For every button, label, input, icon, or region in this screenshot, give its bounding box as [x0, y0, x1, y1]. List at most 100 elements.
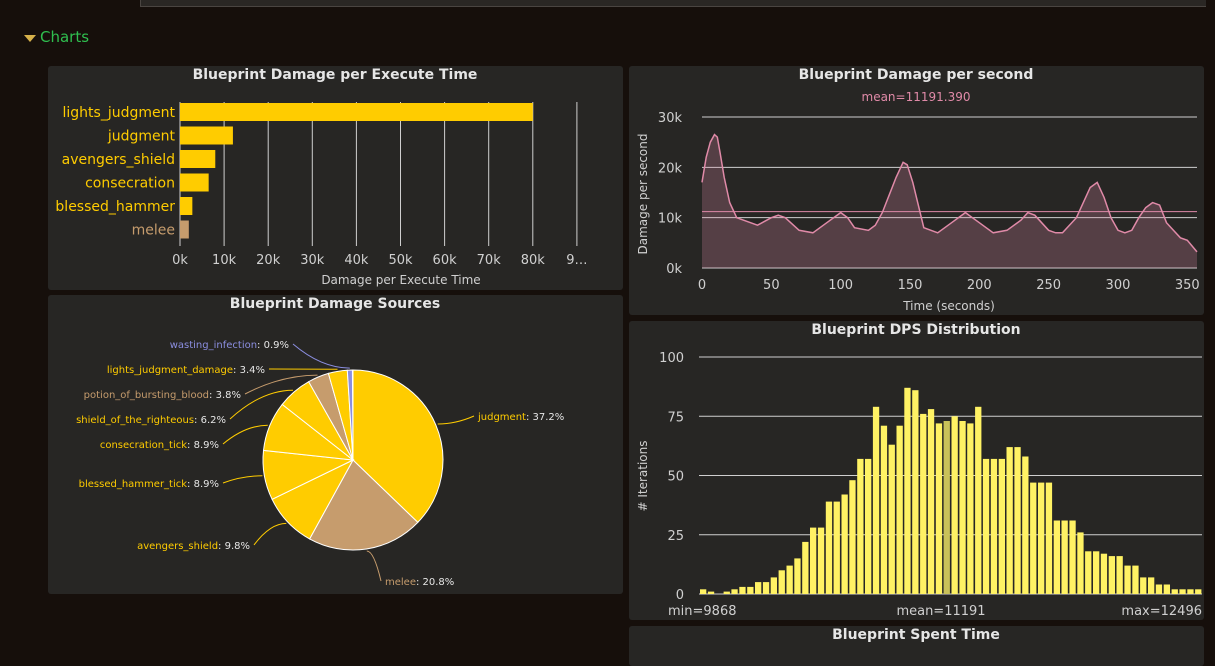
hist-bar	[755, 582, 761, 594]
series-area	[702, 135, 1197, 268]
chart-title: Blueprint Damage per Execute Time	[193, 67, 478, 83]
hist-bar	[787, 566, 793, 594]
pie-label: consecration_tick: 8.9%	[100, 440, 219, 451]
hist-bar	[1007, 447, 1013, 594]
x-tick-label: 200	[967, 278, 992, 293]
hist-bar	[952, 416, 958, 594]
hist-bar	[1101, 554, 1107, 594]
y-tick-label: 25	[667, 529, 684, 544]
pie-label: lights_judgment_damage: 3.4%	[107, 365, 265, 376]
hist-bar	[959, 421, 965, 594]
hist-bar	[1030, 483, 1036, 594]
x-tick-label: 10k	[212, 253, 237, 268]
hist-bar	[810, 528, 816, 594]
hist-bar	[999, 459, 1005, 594]
pie-leader-line	[223, 425, 268, 444]
top-input-field[interactable]	[140, 0, 1206, 7]
pie-leader-line	[293, 344, 350, 368]
hist-bar	[1117, 556, 1123, 594]
hist-bar	[849, 480, 855, 594]
x-tick-label: 350	[1175, 278, 1200, 293]
hist-bar	[1069, 521, 1075, 595]
x-tick-label: 9…	[566, 253, 587, 268]
hist-bar	[731, 589, 737, 594]
bar-judgment	[180, 127, 233, 145]
chart-title: Blueprint Damage Sources	[230, 296, 440, 312]
max-label: max=12496	[1121, 604, 1202, 619]
hist-bar	[1124, 566, 1130, 594]
y-tick-label: 0	[676, 588, 684, 603]
hist-bar	[1046, 483, 1052, 594]
hist-bar	[889, 445, 895, 594]
hist-bar	[1022, 457, 1028, 595]
hist-bar	[1140, 577, 1146, 594]
hist-bar	[1093, 551, 1099, 594]
bar-label: lights_judgment	[63, 105, 176, 121]
chart-title: Blueprint DPS Distribution	[811, 322, 1020, 338]
pie-leader-line	[438, 416, 474, 424]
hist-bar	[779, 570, 785, 594]
hist-bar	[1132, 566, 1138, 594]
pie-label: wasting_infection: 0.9%	[170, 340, 289, 351]
hist-bar	[944, 421, 950, 594]
hist-bar	[700, 589, 706, 594]
x-tick-label: 250	[1036, 278, 1061, 293]
x-tick-label: 40k	[344, 253, 369, 268]
hist-bar	[818, 528, 824, 594]
hist-bar	[928, 409, 934, 594]
x-tick-label: 0k	[172, 253, 188, 268]
x-tick-label: 80k	[521, 253, 546, 268]
hist-bar	[936, 423, 942, 594]
bar-label: consecration	[85, 176, 175, 192]
x-tick-label: 70k	[477, 253, 502, 268]
charts-section-toggle[interactable]: Charts	[24, 27, 89, 47]
x-tick-label: 50	[763, 278, 780, 293]
hist-bar	[912, 390, 918, 594]
pie-label: avengers_shield: 9.8%	[137, 541, 250, 552]
bar-label: avengers_shield	[62, 152, 175, 168]
pie-label: melee: 20.8%	[385, 577, 454, 588]
y-tick-label: 0k	[666, 262, 682, 277]
chart-spent-time: Blueprint Spent Time	[629, 626, 1204, 660]
hist-bar	[763, 582, 769, 594]
hist-bar	[1085, 551, 1091, 594]
x-tick-label: 50k	[388, 253, 413, 268]
hist-bar	[1187, 589, 1193, 594]
x-tick-label: 30k	[300, 253, 325, 268]
hist-bar	[1077, 532, 1083, 594]
hist-bar	[881, 426, 887, 594]
y-tick-label: 20k	[658, 161, 683, 176]
hist-bar	[1172, 589, 1178, 594]
pie-label: potion_of_bursting_blood: 3.8%	[84, 390, 241, 401]
hist-bar	[826, 502, 832, 594]
y-tick-label: 75	[667, 410, 684, 425]
hist-bar	[1038, 483, 1044, 594]
hist-bar	[724, 592, 730, 594]
hist-bar	[834, 502, 840, 594]
chart-dps-timeline: Blueprint Damage per secondmean=11191.39…	[629, 66, 1204, 315]
hist-bar	[708, 592, 714, 594]
y-tick-label: 100	[659, 351, 684, 366]
bar-consecration	[180, 174, 209, 192]
section-title: Charts	[40, 28, 89, 46]
top-toolbar	[0, 0, 1215, 10]
hist-bar	[1148, 577, 1154, 594]
hist-bar	[967, 423, 973, 594]
hist-bar	[842, 495, 848, 595]
hist-bar	[747, 587, 753, 594]
bar-label: melee	[132, 223, 175, 239]
bar-label: judgment	[107, 129, 176, 145]
pie-label: blessed_hammer_tick: 8.9%	[79, 479, 219, 490]
collapse-triangle-icon	[24, 35, 36, 42]
hist-bar	[1014, 447, 1020, 594]
hist-bar	[865, 459, 871, 594]
panel-spent-time: Blueprint Spent Time	[629, 626, 1204, 666]
hist-bar	[802, 542, 808, 594]
hist-bar	[991, 459, 997, 594]
chart-subtitle: mean=11191.390	[862, 90, 971, 104]
hist-bar	[1164, 585, 1170, 595]
